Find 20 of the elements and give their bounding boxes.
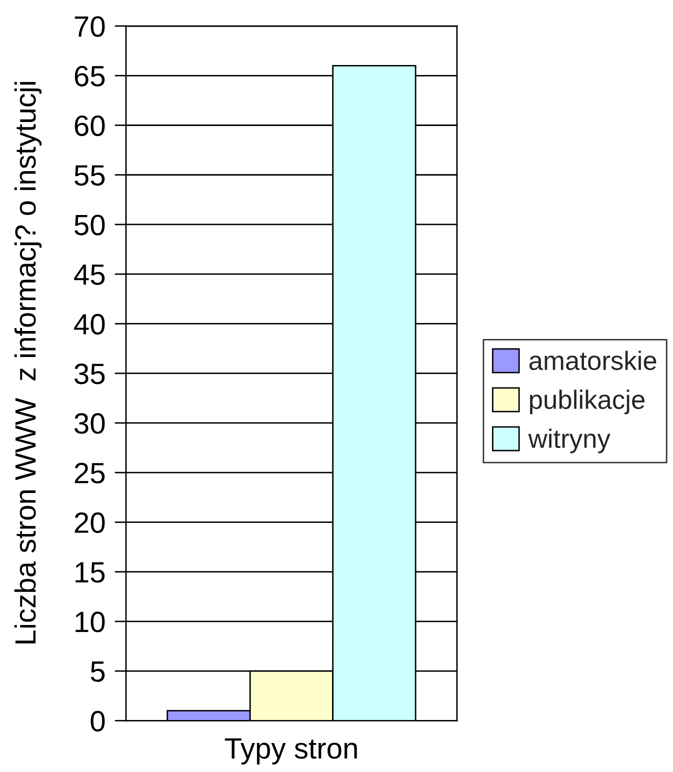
y-tick-label: 45 xyxy=(74,264,105,285)
legend-label: witryny xyxy=(528,428,610,454)
y-axis-title: Liczba stron WWW z informacj? o instytucji xyxy=(14,82,42,644)
y-tick-label: 40 xyxy=(74,314,105,335)
legend-label: amatorskie xyxy=(529,350,656,370)
y-tick-label: 15 xyxy=(76,562,105,583)
y-tick-label: 65 xyxy=(74,66,105,86)
y-tick-label: 20 xyxy=(74,512,105,534)
y-tick-label: 70 xyxy=(74,16,105,37)
y-tick-label: 50 xyxy=(74,214,105,236)
x-tick-label: Typy stron xyxy=(224,738,357,765)
legend-label: publikacje xyxy=(530,390,644,414)
y-tick-label: 35 xyxy=(74,364,105,384)
y-tick-label: 30 xyxy=(74,413,105,434)
y-tick-label: 10 xyxy=(76,612,105,632)
y-tick-label: 60 xyxy=(74,115,105,136)
y-tick-label: 5 xyxy=(90,662,105,682)
y-tick-label: 25 xyxy=(74,462,105,484)
y-tick-label: 55 xyxy=(74,165,105,186)
y-tick-label: 0 xyxy=(90,710,105,732)
